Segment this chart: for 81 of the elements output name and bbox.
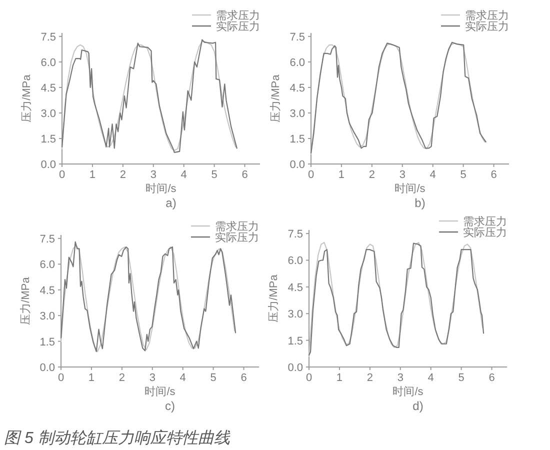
y-tick-label: 7.5 bbox=[40, 233, 55, 246]
x-tick-label: 4 bbox=[180, 372, 186, 384]
y-tick-label: 6.0 bbox=[40, 259, 55, 272]
y-tick-label: 1.5 bbox=[288, 335, 303, 348]
y-axis-title: 压力/MPa bbox=[269, 74, 282, 122]
x-tick-label: 6 bbox=[242, 169, 248, 181]
y-tick-label: 6.0 bbox=[290, 56, 305, 69]
x-tick-label: 0 bbox=[308, 169, 314, 181]
legend-item: 实际压力 bbox=[191, 232, 259, 244]
legend-item: 需求压力 bbox=[441, 10, 509, 22]
y-tick-label: 1.5 bbox=[40, 336, 55, 348]
y-tick-label: 4.5 bbox=[290, 82, 305, 94]
x-tick-label: 4 bbox=[430, 169, 436, 181]
x-tick-label: 0 bbox=[58, 169, 66, 181]
y-tick-label: 6.0 bbox=[40, 56, 56, 69]
legend-label: 需求压力 bbox=[216, 9, 260, 22]
x-tick-label: 0 bbox=[58, 372, 64, 384]
y-axis-title: 压力/MPa bbox=[267, 274, 280, 322]
legend-item: 需求压力 bbox=[191, 221, 259, 233]
y-tick-label: 7.5 bbox=[40, 31, 56, 44]
x-tick-label: 1 bbox=[88, 372, 95, 384]
y-tick-label: 1.5 bbox=[40, 133, 56, 146]
x-tick-label: 2 bbox=[120, 169, 126, 181]
y-tick-label: 0.0 bbox=[40, 362, 55, 374]
y-tick-label: 7.5 bbox=[290, 31, 305, 44]
y-tick-label: 0.0 bbox=[290, 159, 305, 171]
x-axis-title: 时间/s bbox=[392, 385, 424, 398]
x-tick-label: 4 bbox=[428, 372, 434, 384]
y-tick-label: 4.5 bbox=[40, 284, 55, 297]
caption: 图 5 制动轮缸压力响应特性曲线 bbox=[4, 429, 231, 447]
x-tick-label: 3 bbox=[150, 169, 156, 181]
x-axis-title: 时间/s bbox=[394, 182, 426, 195]
y-tick-label: 0.0 bbox=[288, 362, 303, 374]
x-tick-label: 5 bbox=[460, 169, 466, 181]
legend-item: 需求压力 bbox=[439, 216, 507, 228]
legend-label: 实际压力 bbox=[216, 20, 260, 33]
x-tick-label: 6 bbox=[490, 169, 497, 181]
y-tick-label: 4.5 bbox=[40, 82, 56, 94]
legend-label: 需求压力 bbox=[463, 215, 507, 228]
y-axis-title: 压力/MPa bbox=[19, 276, 32, 325]
y-tick-label: 1.5 bbox=[290, 133, 305, 146]
legend-label: 实际压力 bbox=[465, 20, 509, 33]
legend-label: 需求压力 bbox=[465, 9, 509, 22]
x-tick-label: 4 bbox=[180, 169, 187, 181]
x-tick-label: 2 bbox=[118, 372, 125, 384]
x-tick-label: 6 bbox=[488, 372, 495, 384]
legend-label: 需求压力 bbox=[215, 220, 259, 233]
x-tick-label: 5 bbox=[458, 372, 464, 384]
x-tick-label: 3 bbox=[397, 372, 404, 384]
legend-item: 需求压力 bbox=[192, 10, 260, 22]
legend-item: 实际压力 bbox=[441, 21, 509, 33]
legend-item: 实际压力 bbox=[439, 227, 507, 239]
y-tick-label: 3.0 bbox=[40, 310, 55, 323]
x-tick-label: 2 bbox=[368, 169, 375, 181]
x-tick-label: 1 bbox=[89, 169, 96, 181]
legend-label: 实际压力 bbox=[215, 231, 259, 244]
x-tick-label: 1 bbox=[338, 169, 345, 181]
x-axis-title: 时间/s bbox=[144, 385, 176, 398]
text: b) bbox=[414, 196, 426, 210]
y-tick-label: 7.5 bbox=[288, 228, 303, 241]
x-tick-label: 5 bbox=[211, 169, 218, 181]
text: d) bbox=[412, 399, 424, 413]
y-tick-label: 3.0 bbox=[288, 308, 303, 321]
text: a) bbox=[166, 196, 176, 210]
text: c) bbox=[165, 399, 175, 413]
x-tick-label: 3 bbox=[149, 372, 156, 384]
y-tick-label: 6.0 bbox=[288, 255, 303, 268]
x-tick-label: 1 bbox=[336, 372, 343, 384]
x-tick-label: 0 bbox=[306, 372, 312, 384]
legend-label: 实际压力 bbox=[463, 226, 507, 239]
x-axis-title: 时间/s bbox=[146, 182, 177, 195]
x-tick-label: 5 bbox=[210, 372, 216, 384]
x-tick-label: 6 bbox=[240, 372, 247, 384]
legend-item: 实际压力 bbox=[192, 21, 260, 33]
y-tick-label: 3.0 bbox=[40, 108, 56, 120]
y-tick-label: 3.0 bbox=[290, 108, 305, 120]
x-tick-label: 3 bbox=[399, 169, 406, 181]
y-tick-label: 0.0 bbox=[40, 159, 56, 171]
x-tick-label: 2 bbox=[366, 372, 373, 384]
y-axis-title: 压力/MPa bbox=[20, 74, 33, 122]
y-tick-label: 4.5 bbox=[288, 282, 303, 294]
